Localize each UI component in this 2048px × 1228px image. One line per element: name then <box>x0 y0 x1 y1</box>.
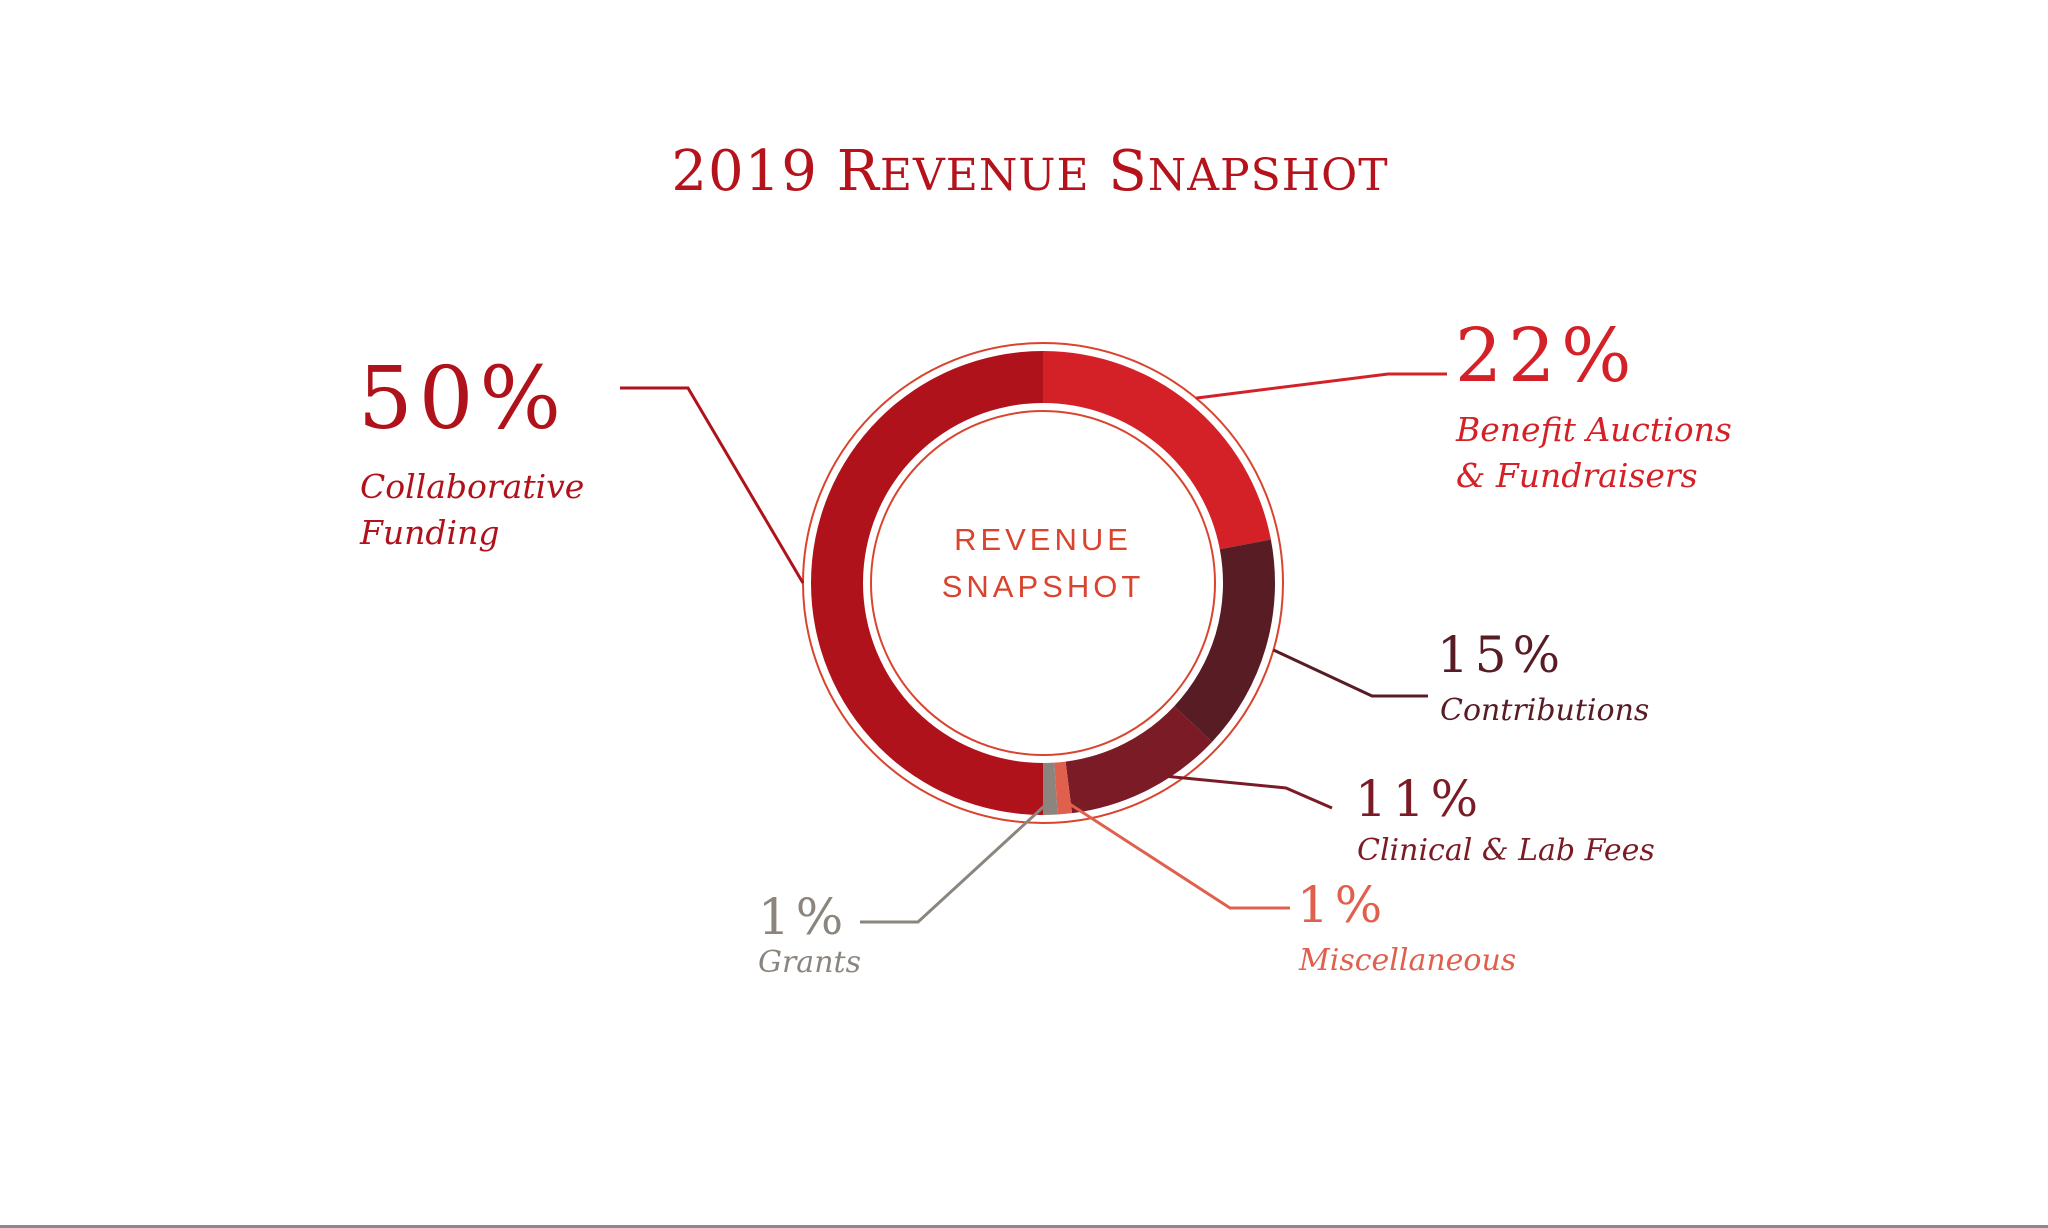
category-label-grants-line-1: Grants <box>758 945 861 980</box>
chart-title: 2019 REVENUE SNAPSHOT <box>671 139 1388 204</box>
value-label-benefit-auctions-fundraisers: 22% <box>1455 313 1637 399</box>
leader-line-benefit-auctions-fundraisers <box>1195 372 1447 400</box>
leader-line-miscellaneous <box>1062 798 1290 910</box>
category-label-benefit-auctions-fundraisers-line-1: Benefit Auctions <box>1455 410 1732 449</box>
center-label-line-1: REVENUE <box>954 522 1132 557</box>
value-label-clinical-lab-fees: 11% <box>1355 770 1484 828</box>
category-label-collaborative-funding-line-2: Funding <box>359 513 499 552</box>
value-label-grants: 1% <box>758 888 849 946</box>
category-label-benefit-auctions-fundraisers-line-2: & Fundraisers <box>1456 456 1698 495</box>
inner-ring <box>870 410 1216 756</box>
leader-line-clinical-lab-fees <box>1140 772 1333 810</box>
leader-lines <box>620 372 1447 924</box>
bottom-divider <box>0 1225 2048 1228</box>
slice-benefit-auctions-fundraisers <box>1043 351 1271 550</box>
category-label-miscellaneous-line-1: Miscellaneous <box>1298 943 1516 978</box>
leader-line-contributions <box>1272 648 1428 698</box>
slice-contributions <box>1174 539 1275 742</box>
slice-collaborative-funding <box>811 351 1043 815</box>
slice-labels: 22% Benefit Auctions & Fundraisers 15% Contr… <box>358 313 1732 980</box>
value-label-collaborative-funding: 50% <box>358 349 567 449</box>
category-label-contributions-line-1: Contributions <box>1440 693 1649 728</box>
slice-clinical-lab-fees <box>1065 706 1213 814</box>
value-label-contributions: 15% <box>1437 626 1566 684</box>
center-label-line-2: SNAPSHOT <box>942 569 1145 604</box>
category-label-collaborative-funding-line-1: Collaborative <box>360 467 584 506</box>
category-label-clinical-lab-fees-line-1: Clinical & Lab Fees <box>1357 833 1655 868</box>
leader-line-collaborative-funding <box>620 386 805 584</box>
value-label-miscellaneous: 1% <box>1297 876 1388 934</box>
leader-line-grants <box>860 799 1051 924</box>
